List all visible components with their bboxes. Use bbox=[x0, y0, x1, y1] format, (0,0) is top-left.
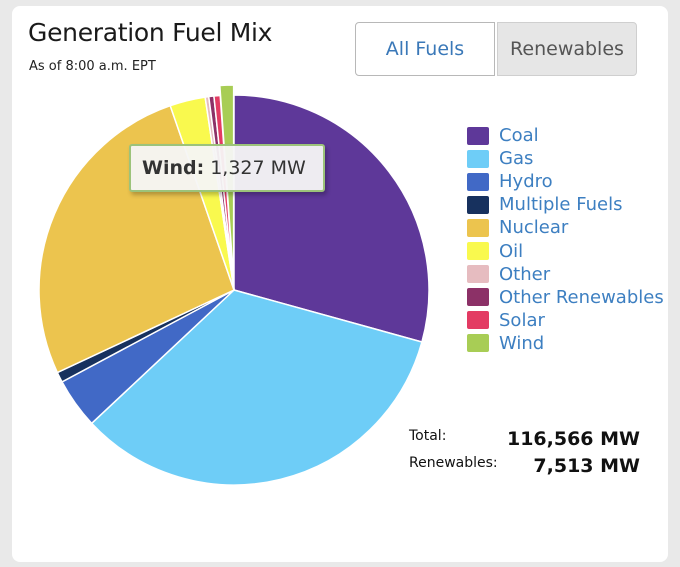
legend-label: Solar bbox=[499, 309, 545, 331]
legend-label: Nuclear bbox=[499, 217, 569, 239]
chart-subtitle: As of 8:00 a.m. EPT bbox=[29, 59, 156, 74]
total-label: Total: bbox=[409, 428, 447, 444]
legend-label: Coal bbox=[499, 125, 539, 147]
legend-item-hydro[interactable]: Hydro bbox=[467, 170, 665, 193]
legend-item-wind[interactable]: Wind bbox=[467, 332, 665, 355]
legend-label: Hydro bbox=[499, 171, 553, 193]
legend-label: Other bbox=[499, 263, 551, 285]
legend-swatch bbox=[467, 126, 489, 145]
legend-swatch bbox=[467, 311, 489, 330]
legend-label: Wind bbox=[499, 332, 545, 354]
legend-item-other-renewables[interactable]: Other Renewables bbox=[467, 286, 665, 309]
renewables-total-label: Renewables: bbox=[409, 455, 498, 471]
legend-label: Other Renewables bbox=[499, 286, 664, 308]
tooltip-value: 1,327 MW bbox=[210, 157, 306, 179]
legend-item-coal[interactable]: Coal bbox=[467, 124, 665, 147]
legend-label: Gas bbox=[499, 148, 534, 170]
renewables-button[interactable]: Renewables bbox=[497, 22, 637, 76]
total-value: 116,566 MW bbox=[506, 428, 640, 450]
chart-title: Generation Fuel Mix bbox=[28, 18, 273, 47]
legend-item-other[interactable]: Other bbox=[467, 263, 665, 286]
legend-swatch bbox=[467, 149, 489, 168]
renewables-total-value: 7,513 MW bbox=[533, 455, 640, 477]
legend-item-gas[interactable]: Gas bbox=[467, 147, 665, 170]
tooltip-series: Wind: bbox=[142, 157, 205, 179]
legend-swatch bbox=[467, 242, 489, 261]
legend-label: Oil bbox=[499, 240, 524, 262]
legend-swatch bbox=[467, 218, 489, 237]
legend-item-nuclear[interactable]: Nuclear bbox=[467, 216, 665, 239]
tooltip: Wind: 1,327 MW bbox=[129, 144, 325, 192]
legend-item-oil[interactable]: Oil bbox=[467, 239, 665, 262]
legend-swatch bbox=[467, 334, 489, 353]
legend-swatch bbox=[467, 195, 489, 214]
legend-item-solar[interactable]: Solar bbox=[467, 309, 665, 332]
chart-legend: Coal Gas Hydro Multiple Fuels Nuclear Oil Othe… bbox=[467, 124, 665, 355]
legend-label: Multiple Fuels bbox=[499, 194, 623, 216]
pie-slice-gas[interactable] bbox=[90, 289, 423, 486]
legend-swatch bbox=[467, 172, 489, 191]
legend-swatch bbox=[467, 288, 489, 307]
legend-item-multiple-fuels[interactable]: Multiple Fuels bbox=[467, 193, 665, 216]
legend-swatch bbox=[467, 265, 489, 284]
all-fuels-button[interactable]: All Fuels bbox=[355, 22, 495, 76]
